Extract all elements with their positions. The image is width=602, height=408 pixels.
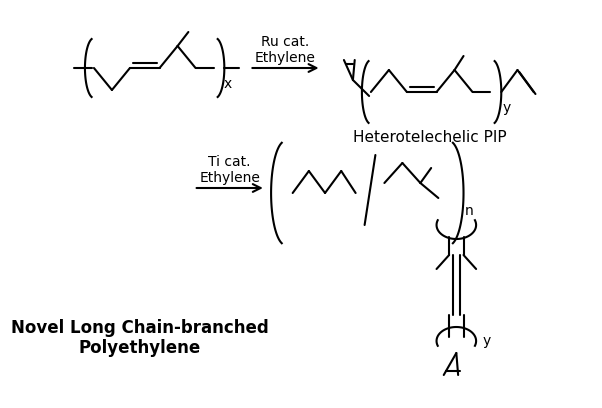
Text: Ti cat.
Ethylene: Ti cat. Ethylene <box>199 155 260 185</box>
Text: Heterotelechelic PIP: Heterotelechelic PIP <box>353 129 506 144</box>
Text: Novel Long Chain-branched
Polyethylene: Novel Long Chain-branched Polyethylene <box>11 319 268 357</box>
Text: y: y <box>483 334 491 348</box>
Text: Ru cat.
Ethylene: Ru cat. Ethylene <box>255 35 316 65</box>
Text: x: x <box>224 77 232 91</box>
Text: y: y <box>503 101 511 115</box>
Text: n: n <box>465 204 473 218</box>
